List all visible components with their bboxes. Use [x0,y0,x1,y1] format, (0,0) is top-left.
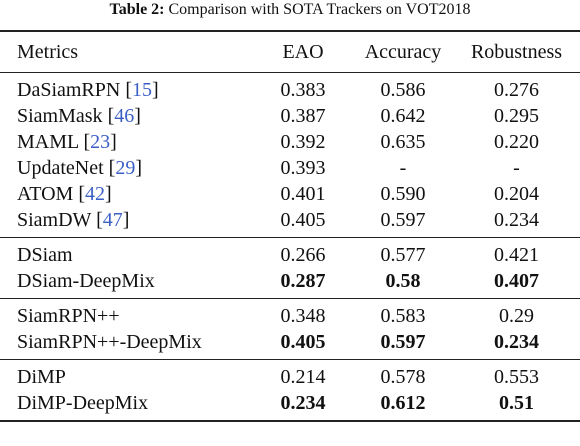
robustness-cell: 0.421 [453,237,580,268]
eao-cell: 0.393 [280,157,326,179]
accuracy-cell: 0.586 [353,72,453,103]
method-name-cell: DSiam-DeepMix [0,268,253,299]
eao-cell: 0.401 [280,183,326,205]
header-metrics: Metrics [0,30,253,73]
table-row: SiamRPN++ 0.348 0.583 0.29 [0,298,580,329]
method-name-cell: ATOM [42] [17,183,112,205]
table-row: ATOM [42] 0.401 0.590 0.204 [0,181,580,207]
accuracy-cell: 0.642 [380,105,426,127]
method-name: SiamRPN++ [17,305,120,327]
robustness-cell: 0.204 [494,183,539,205]
table-row: DiMP 0.214 0.578 0.553 [0,359,580,390]
table-row: DaSiamRPN [15] 0.383 0.586 0.276 [0,72,580,103]
eao-cell: 0.214 [253,359,353,390]
method-name: DiMP-DeepMix [17,392,149,414]
table-row: DiMP-DeepMix 0.234 0.612 0.51 [0,390,580,422]
method-name-cell: DaSiamRPN [15] [0,72,253,103]
method-name: ATOM [17,183,74,205]
method-name: SiamDW [17,209,92,231]
method-name: DaSiamRPN [17,79,121,101]
accuracy-cell: 0.583 [353,298,453,329]
table-row: DSiam 0.266 0.577 0.421 [0,237,580,268]
table-row: SiamRPN++-DeepMix 0.405 0.597 0.234 [0,329,580,360]
accuracy-cell: 0.578 [353,359,453,390]
eao-cell: 0.234 [253,390,353,422]
header-eao: EAO [253,30,353,73]
accuracy-cell: 0.577 [353,237,453,268]
table-label: Table 2: [109,1,165,18]
robustness-cell: 0.220 [494,131,539,153]
accuracy-cell: - [399,157,407,179]
method-name-cell: SiamRPN++-DeepMix [0,329,253,360]
eao-cell: 0.348 [253,298,353,329]
robustness-cell: - [513,157,520,179]
method-name: UpdateNet [17,157,104,179]
table-row: MAML [23] 0.392 0.635 0.220 [0,129,580,155]
method-name: DSiam-DeepMix [17,270,155,292]
robustness-cell: 0.553 [453,359,580,390]
robustness-cell: 0.407 [494,270,539,292]
method-name: SiamMask [17,105,103,127]
accuracy-cell: 0.635 [380,131,426,153]
header-accuracy: Accuracy [353,30,453,73]
table-row: UpdateNet [29] 0.393 - - [0,155,580,181]
eao-cell: 0.383 [253,72,353,103]
accuracy-cell: 0.58 [385,270,421,292]
method-name-cell: MAML [23] [17,131,117,153]
citation-link[interactable]: 46 [114,105,135,127]
comparison-table: Metrics EAO Accuracy Robustness DaSiamRP… [0,30,580,422]
citation-link[interactable]: 42 [84,183,105,205]
robustness-cell: 0.51 [453,390,580,422]
method-name-cell: DiMP [0,359,253,390]
method-name-cell: DSiam [0,237,253,268]
accuracy-cell: 0.612 [353,390,453,422]
table-row: SiamDW [47] 0.405 0.597 0.234 [0,207,580,238]
eao-cell: 0.392 [280,131,326,153]
eao-cell: 0.405 [280,331,326,353]
robustness-cell: 0.234 [494,331,539,353]
header-row: Metrics EAO Accuracy Robustness [0,30,580,73]
eao-cell: 0.287 [280,270,326,292]
citation-link[interactable]: 15 [132,79,153,101]
eao-cell: 0.405 [280,209,326,231]
accuracy-cell: 0.597 [380,331,426,353]
method-name: DiMP [17,366,66,388]
method-name: DSiam [17,244,73,266]
method-name-cell: SiamDW [47] [17,209,130,231]
method-name-cell: UpdateNet [29] [17,157,142,179]
header-robustness: Robustness [453,30,580,73]
robustness-cell: 0.234 [494,209,539,231]
table-body: DaSiamRPN [15] 0.383 0.586 0.276 SiamMask [4… [0,72,580,422]
method-name-cell: SiamRPN++ [0,298,253,329]
method-name: SiamRPN++-DeepMix [17,331,202,353]
citation-link[interactable]: 47 [102,209,123,231]
eao-cell: 0.387 [280,105,326,127]
robustness-cell: 0.29 [453,298,580,329]
robustness-cell: 0.295 [494,105,539,127]
robustness-cell: 0.276 [453,72,580,103]
table-row: SiamMask [46] 0.387 0.642 0.295 [0,103,580,129]
method-name-cell: SiamMask [46] [17,105,141,127]
method-name-cell: DiMP-DeepMix [0,390,253,422]
accuracy-cell: 0.590 [380,183,426,205]
accuracy-cell: 0.597 [380,209,426,231]
eao-cell: 0.266 [253,237,353,268]
table-row: DSiam-DeepMix 0.287 0.58 0.407 [0,268,580,299]
table-caption-text: Comparison with SOTA Trackers on VOT2018 [164,1,471,18]
method-name: MAML [17,131,79,153]
table-caption: Table 2: Comparison with SOTA Trackers o… [0,0,580,20]
citation-link[interactable]: 29 [115,157,136,179]
citation-link[interactable]: 23 [90,131,111,153]
